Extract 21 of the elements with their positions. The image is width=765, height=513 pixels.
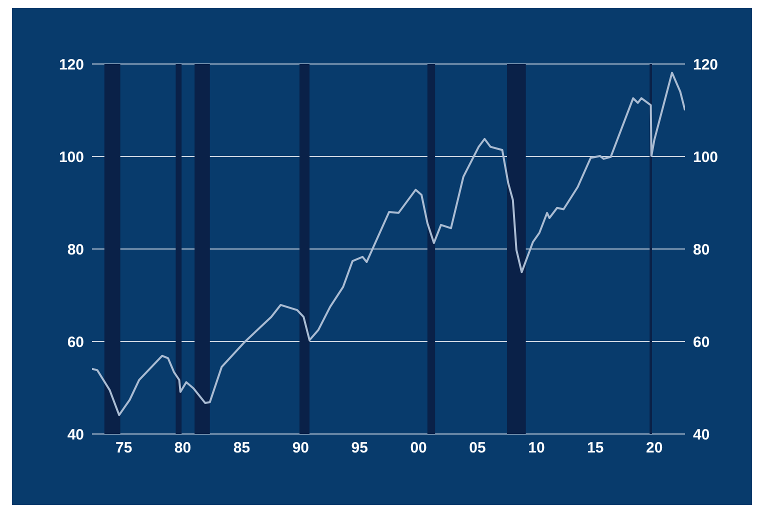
line-series: [92, 72, 685, 416]
x-tick-label: 00: [410, 440, 427, 457]
y2-tick-label: 100: [693, 148, 718, 166]
y2-tick-label: 40: [693, 426, 710, 444]
x-tick-label: 75: [115, 440, 132, 457]
y-tick-label: 40: [67, 426, 84, 444]
x-tick-label: 10: [528, 440, 545, 457]
y-tick-label: 80: [67, 241, 84, 258]
y2-tick-label: 120: [693, 56, 718, 74]
x-tick-label: 05: [469, 440, 486, 457]
x-tick-label: 85: [233, 440, 250, 457]
y2-tick-label: 80: [693, 241, 710, 258]
x-tick-label: 15: [587, 440, 604, 457]
x-tick-label: 90: [292, 440, 310, 457]
y2-tick-label: 60: [693, 334, 710, 351]
y-tick-label: 100: [58, 148, 84, 166]
x-tick-label: 80: [174, 440, 192, 457]
y-tick-label: 120: [58, 56, 84, 74]
x-tick-label: 20: [646, 440, 663, 457]
x-tick-label: 95: [351, 440, 368, 457]
y-tick-label: 60: [67, 334, 84, 351]
